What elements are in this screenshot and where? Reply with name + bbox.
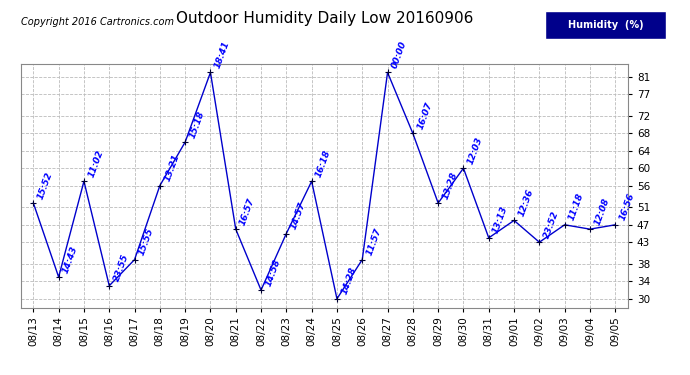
Text: 13:21: 13:21 <box>163 153 181 183</box>
Text: 11:57: 11:57 <box>365 227 383 257</box>
Text: 13:28: 13:28 <box>441 170 459 200</box>
Text: 16:57: 16:57 <box>239 196 257 226</box>
Text: 23:55: 23:55 <box>112 253 130 283</box>
Text: 12:36: 12:36 <box>517 188 535 218</box>
Text: 16:18: 16:18 <box>315 148 333 178</box>
Text: 16:07: 16:07 <box>415 100 434 130</box>
Text: 16:56: 16:56 <box>618 192 636 222</box>
Text: Outdoor Humidity Daily Low 20160906: Outdoor Humidity Daily Low 20160906 <box>176 11 473 26</box>
Text: 15:18: 15:18 <box>188 110 206 140</box>
Text: 15:52: 15:52 <box>36 170 55 200</box>
Text: Humidity  (%): Humidity (%) <box>568 20 643 30</box>
Text: 11:02: 11:02 <box>87 148 105 178</box>
Text: 15:55: 15:55 <box>137 227 155 257</box>
Text: 11:18: 11:18 <box>567 192 586 222</box>
Text: 12:08: 12:08 <box>593 196 611 226</box>
Text: Copyright 2016 Cartronics.com: Copyright 2016 Cartronics.com <box>21 17 174 27</box>
Text: 14:57: 14:57 <box>289 201 307 231</box>
Text: 14:58: 14:58 <box>264 257 282 287</box>
Text: 00:00: 00:00 <box>391 40 408 70</box>
Text: 18:41: 18:41 <box>213 40 231 70</box>
Text: 14:28: 14:28 <box>339 266 358 296</box>
Text: 12:03: 12:03 <box>466 135 484 165</box>
Text: 23:52: 23:52 <box>542 210 560 239</box>
Text: 13:13: 13:13 <box>491 205 510 235</box>
Text: 14:43: 14:43 <box>61 244 79 274</box>
